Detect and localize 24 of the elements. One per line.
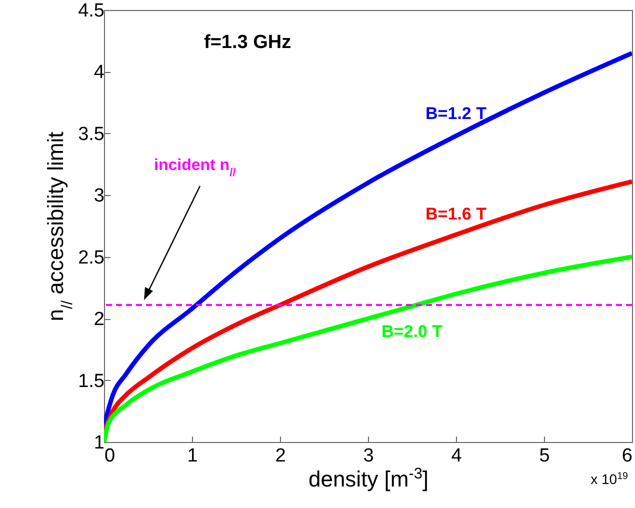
y-tick-label: 3 <box>94 186 104 207</box>
line-series <box>104 254 632 442</box>
x-tick-label: 0 <box>104 446 116 466</box>
y-tick-label: 4 <box>94 62 105 84</box>
y-tick-label: 2.5 <box>78 247 104 268</box>
x-tick-label: 6 <box>622 446 632 466</box>
y-tick-label: 1.5 <box>78 370 104 392</box>
line-series <box>104 50 632 428</box>
y-tick-label: 2 <box>94 309 104 330</box>
series-label: B=1.6 T <box>426 204 488 224</box>
x-tick-label: 5 <box>539 446 550 466</box>
series-label: B=2.0 T <box>382 322 444 342</box>
x-tick-label: 2 <box>275 446 286 466</box>
y-tick-label: 3.5 <box>78 124 104 145</box>
x-tick-label: 4 <box>451 446 462 466</box>
y-tick-label: 1 <box>94 432 104 454</box>
ref-line-label: incident n$_{//}$ <box>154 157 236 179</box>
x-axis-title: density [m$^{-3}$] <box>308 465 429 492</box>
annotation: f=1.3 GHz <box>204 32 292 53</box>
series-label: B=1.2 T <box>426 104 488 123</box>
y-tick-label: 4.5 <box>78 0 104 22</box>
text: x 10$^{19}$ <box>590 470 628 487</box>
x-tick-label: 3 <box>363 446 374 466</box>
x-tick-label: 1 <box>187 446 198 466</box>
